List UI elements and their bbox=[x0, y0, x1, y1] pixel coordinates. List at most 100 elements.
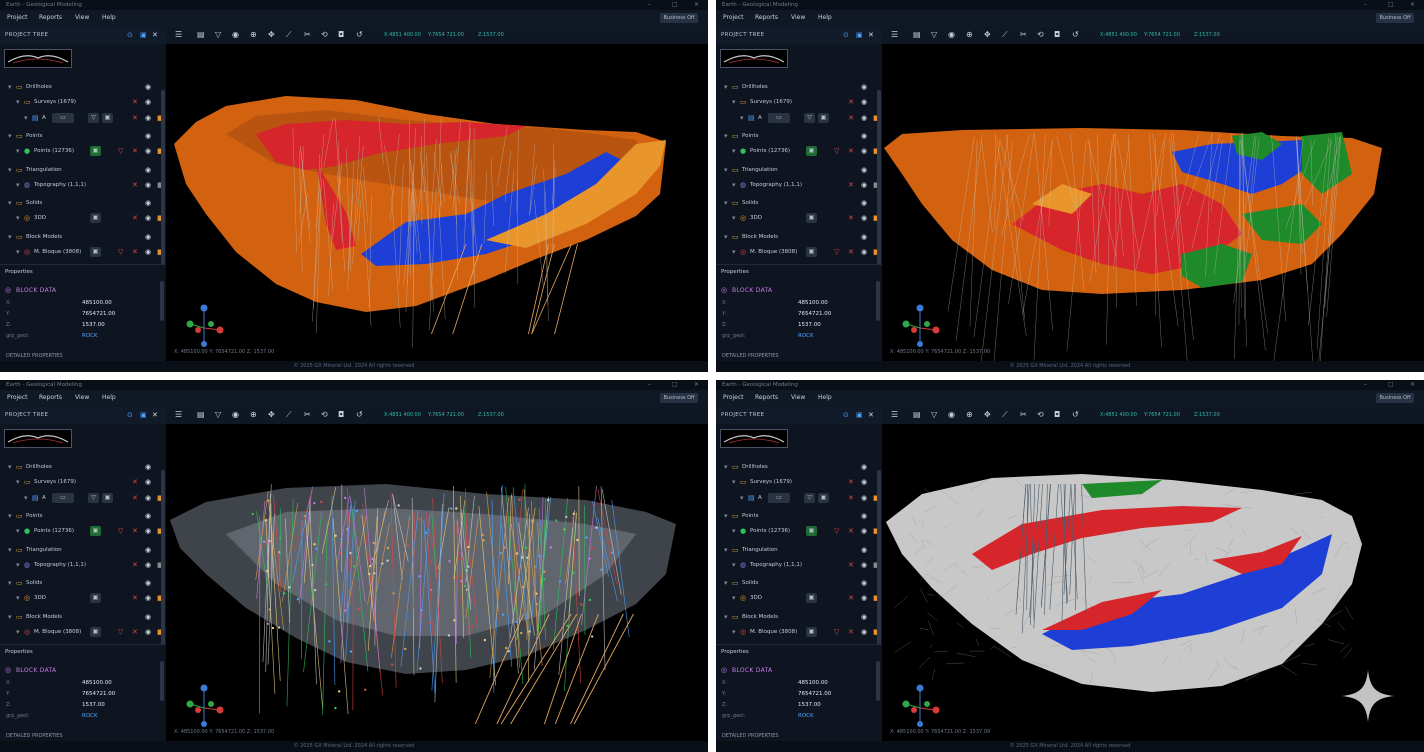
layer-settings-icon[interactable]: ▣ bbox=[806, 146, 817, 156]
visibility-eye-icon[interactable]: ◉ bbox=[145, 233, 152, 241]
remove-icon[interactable]: ✕ bbox=[132, 628, 138, 636]
layer-settings-icon[interactable]: ▣ bbox=[90, 627, 101, 637]
expand-chevron-icon[interactable]: ▾ bbox=[724, 463, 728, 471]
expand-chevron-icon[interactable]: ▾ bbox=[724, 233, 728, 241]
tree-item[interactable]: ▾ ◎3DD ◉ ✕ ■ ▣ bbox=[0, 592, 166, 605]
tree-item[interactable]: ▾ ▭ Surveys (1679) ◉ ✕ bbox=[716, 96, 882, 109]
tree-item[interactable]: ▾ ◍Topography (1,1,1) ◉ ✕ ■ bbox=[0, 559, 166, 572]
tree-scrollbar[interactable] bbox=[877, 90, 881, 304]
layer-settings-icon[interactable]: ▣ bbox=[806, 247, 817, 257]
3d-viewport[interactable]: X: 485100.00 Y: 7654721.00 Z: 1537.00 bbox=[882, 424, 1424, 741]
menu-project[interactable]: Project bbox=[723, 394, 744, 401]
rotate-icon[interactable]: ⟲ bbox=[321, 410, 328, 419]
tree-item[interactable]: ▾ ▭ Surveys (1679) ◉ ✕ bbox=[716, 476, 882, 489]
expand-chevron-icon[interactable]: ▾ bbox=[16, 527, 20, 535]
visibility-eye-icon[interactable]: ◉ bbox=[145, 478, 152, 486]
eye-icon[interactable]: ◉ bbox=[948, 410, 955, 419]
filter-layer-icon[interactable]: ▽ bbox=[118, 628, 124, 636]
close-tree-icon[interactable]: ✕ bbox=[152, 31, 158, 39]
tree-item[interactable]: ▾ ◎3DD ◉ ✕ ■ ▣ bbox=[0, 212, 166, 225]
move-icon[interactable]: ✥ bbox=[984, 30, 991, 39]
move-icon[interactable]: ✥ bbox=[984, 410, 991, 419]
maximize-icon[interactable]: □ bbox=[1388, 381, 1394, 388]
reset-icon[interactable]: ↺ bbox=[1072, 30, 1079, 39]
exit-button[interactable]: Business Off bbox=[1376, 393, 1414, 403]
remove-icon[interactable]: ✕ bbox=[848, 628, 854, 636]
tree-item[interactable]: ▾ ▭ Drillholes ◉ bbox=[0, 81, 166, 94]
color-swatch-icon[interactable]: ■ bbox=[157, 527, 164, 535]
expand-chevron-icon[interactable]: ▾ bbox=[24, 494, 28, 502]
color-swatch-icon[interactable]: ■ bbox=[873, 214, 880, 222]
remove-icon[interactable]: ✕ bbox=[132, 478, 138, 486]
menu-help[interactable]: Help bbox=[102, 394, 116, 401]
tree-item[interactable]: ▾ ▭ Solids ◉ bbox=[716, 197, 882, 210]
expand-chevron-icon[interactable]: ▾ bbox=[724, 613, 728, 621]
color-swatch-icon[interactable]: ■ bbox=[873, 248, 880, 256]
expand-chevron-icon[interactable]: ▾ bbox=[732, 248, 736, 256]
layer-settings-icon[interactable]: ▣ bbox=[90, 146, 101, 156]
move-icon[interactable]: ✥ bbox=[268, 410, 275, 419]
minimize-icon[interactable]: – bbox=[1364, 381, 1367, 388]
remove-icon[interactable]: ✕ bbox=[132, 527, 138, 535]
tree-item[interactable]: ▾ ◎M. Bloque (3808) ◉ ✕ ■ ▣ ▽ bbox=[0, 246, 166, 259]
remove-icon[interactable]: ✕ bbox=[848, 114, 854, 122]
drillhole-tool-icon[interactable]: ▭ bbox=[768, 493, 790, 503]
tree-item[interactable]: ▾ ●Points (12736) ◉ ✕ ■ ▣ ▽ bbox=[716, 145, 882, 158]
camera-icon[interactable]: ◘ bbox=[1054, 410, 1061, 419]
filter-layer-icon[interactable]: ▽ bbox=[834, 147, 840, 155]
expand-chevron-icon[interactable]: ▾ bbox=[732, 98, 736, 106]
menu-reports[interactable]: Reports bbox=[755, 394, 779, 401]
color-swatch-icon[interactable]: ■ bbox=[873, 181, 880, 189]
tree-item[interactable]: ▾ ▭ Surveys (1679) ◉ ✕ bbox=[0, 96, 166, 109]
expand-chevron-icon[interactable]: ▾ bbox=[16, 248, 20, 256]
cut-icon[interactable]: ✂ bbox=[304, 410, 311, 419]
camera-icon[interactable]: ◘ bbox=[338, 410, 345, 419]
reset-icon[interactable]: ↺ bbox=[356, 410, 363, 419]
menu-help[interactable]: Help bbox=[818, 14, 832, 21]
save-icon[interactable]: ▣ bbox=[140, 31, 147, 39]
exit-button[interactable]: Business Off bbox=[660, 13, 698, 23]
settings-icon[interactable]: ⊙ bbox=[127, 31, 133, 39]
filter-icon[interactable]: ▽ bbox=[931, 30, 938, 39]
remove-icon[interactable]: ✕ bbox=[848, 147, 854, 155]
reset-icon[interactable]: ↺ bbox=[356, 30, 363, 39]
expand-chevron-icon[interactable]: ▾ bbox=[16, 561, 20, 569]
visibility-eye-icon[interactable]: ◉ bbox=[861, 546, 868, 554]
rotate-icon[interactable]: ⟲ bbox=[321, 30, 328, 39]
cut-icon[interactable]: ✂ bbox=[304, 30, 311, 39]
tree-item[interactable]: ▾ ◍Topography (1,1,1) ◉ ✕ ■ bbox=[0, 179, 166, 192]
drillhole-tool-icon[interactable]: ▣ bbox=[102, 493, 113, 503]
visibility-eye-icon[interactable]: ◉ bbox=[145, 166, 152, 174]
expand-chevron-icon[interactable]: ▾ bbox=[724, 132, 728, 140]
detailed-properties-label[interactable]: DETAILED PROPERTIES bbox=[6, 733, 63, 739]
visibility-eye-icon[interactable]: ◉ bbox=[145, 628, 152, 636]
visibility-eye-icon[interactable]: ◉ bbox=[861, 613, 868, 621]
close-tree-icon[interactable]: ✕ bbox=[868, 31, 874, 39]
visibility-eye-icon[interactable]: ◉ bbox=[145, 613, 152, 621]
close-tree-icon[interactable]: ✕ bbox=[152, 411, 158, 419]
expand-chevron-icon[interactable]: ▾ bbox=[732, 147, 736, 155]
maximize-icon[interactable]: □ bbox=[672, 381, 678, 388]
layer-settings-icon[interactable]: ▣ bbox=[806, 526, 817, 536]
menu-reports[interactable]: Reports bbox=[39, 394, 63, 401]
remove-icon[interactable]: ✕ bbox=[132, 494, 138, 502]
expand-chevron-icon[interactable]: ▾ bbox=[24, 114, 28, 122]
axis-gizmo-icon[interactable] bbox=[892, 294, 952, 354]
remove-icon[interactable]: ✕ bbox=[848, 478, 854, 486]
3d-viewport[interactable]: X: 485100.00 Y: 7654721.00 Z: 1537.00 bbox=[166, 424, 708, 741]
filter-icon[interactable]: ▽ bbox=[215, 410, 222, 419]
expand-chevron-icon[interactable]: ▾ bbox=[740, 114, 744, 122]
color-swatch-icon[interactable]: ■ bbox=[873, 147, 880, 155]
color-swatch-icon[interactable]: ■ bbox=[873, 527, 880, 535]
properties-scrollbar[interactable] bbox=[160, 661, 164, 701]
expand-chevron-icon[interactable]: ▾ bbox=[16, 628, 20, 636]
visibility-eye-icon[interactable]: ◉ bbox=[861, 463, 868, 471]
visibility-eye-icon[interactable]: ◉ bbox=[861, 214, 868, 222]
detailed-properties-label[interactable]: DETAILED PROPERTIES bbox=[722, 733, 779, 739]
3d-viewport[interactable]: X: 485100.00 Y: 7654721.00 Z: 1537.00 bbox=[166, 44, 708, 361]
measure-icon[interactable]: ⟋ bbox=[1002, 30, 1008, 39]
rotate-icon[interactable]: ⟲ bbox=[1037, 30, 1044, 39]
layer-settings-icon[interactable]: ▣ bbox=[90, 526, 101, 536]
visibility-eye-icon[interactable]: ◉ bbox=[145, 546, 152, 554]
tree-item[interactable]: ▾ ▭ Solids ◉ bbox=[0, 197, 166, 210]
